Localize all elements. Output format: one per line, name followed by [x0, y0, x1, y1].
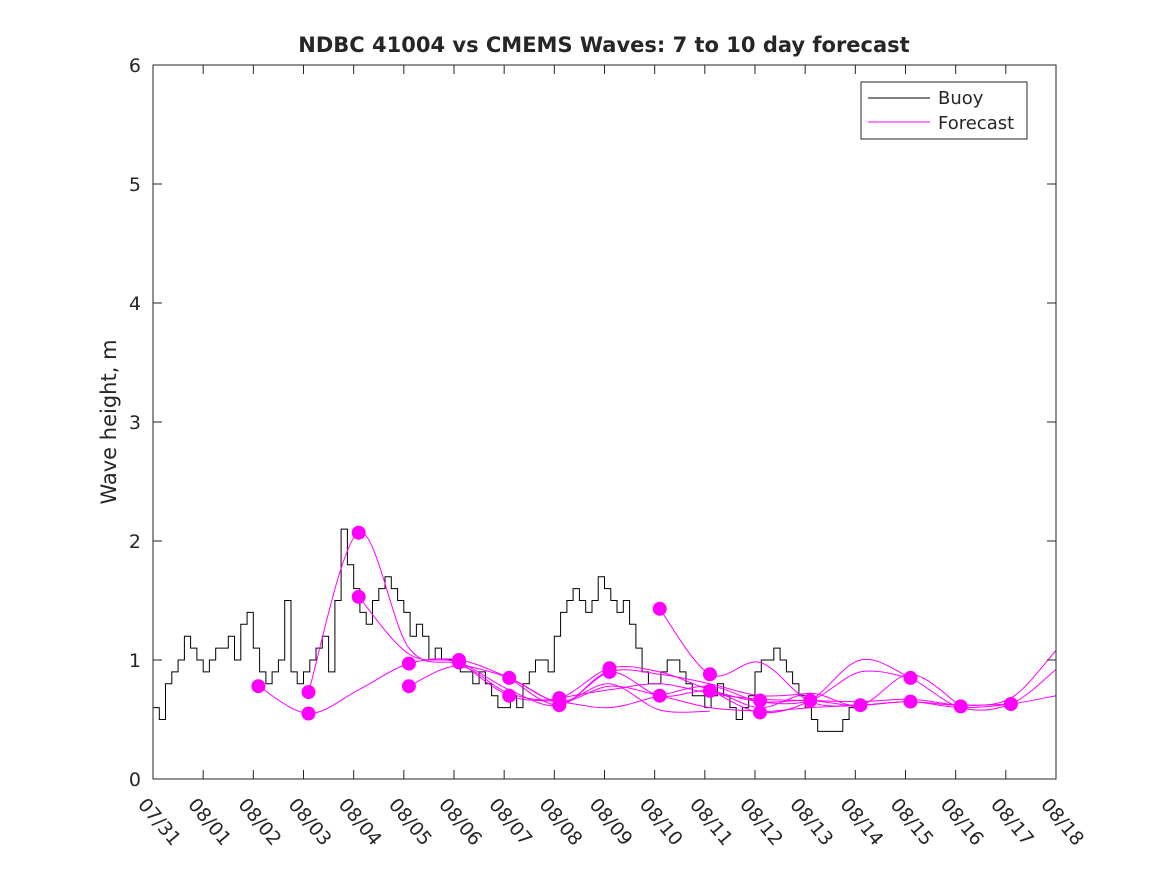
buoy-series-layer [153, 528, 862, 732]
y-tick-label: 0 [129, 769, 141, 791]
forecast-marker [301, 685, 316, 700]
legend-box [860, 81, 1028, 140]
forecast-marker [903, 670, 918, 685]
legend-label-buoy: Buoy [938, 88, 984, 109]
forecast-marker [702, 667, 717, 682]
forecast-line-7 [559, 683, 1011, 706]
buoy-line [153, 528, 862, 732]
forecast-line-5 [458, 660, 911, 709]
legend-label-forecast: Forecast [938, 113, 1014, 134]
y-tick-label: 6 [129, 55, 141, 77]
chart-title: NDBC 41004 vs CMEMS Waves: 7 to 10 day f… [298, 33, 909, 57]
forecast-marker [401, 679, 416, 694]
forecast-marker [1003, 697, 1018, 711]
forecast-marker [953, 699, 968, 714]
forecast-marker [301, 706, 316, 721]
y-tick-label: 2 [129, 531, 141, 553]
forecast-marker [753, 693, 767, 708]
forecast-marker [401, 656, 416, 671]
plot-area [153, 65, 1056, 779]
forecast-marker [652, 688, 667, 703]
forecast-marker [702, 683, 717, 698]
legend: Buoy Forecast [860, 81, 1028, 140]
forecast-marker [351, 589, 366, 604]
forecast-marker [452, 655, 466, 670]
forecast-marker [753, 705, 767, 720]
forecast-line-6 [508, 671, 961, 709]
forecast-marker [502, 688, 517, 703]
y-tick-label: 1 [129, 650, 141, 672]
forecast-marker [502, 670, 517, 685]
forecast-marker [552, 698, 567, 713]
y-tick-label: 4 [129, 293, 141, 315]
y-axis: 0 1 2 3 4 5 6 [129, 55, 1056, 791]
forecast-marker [803, 693, 818, 708]
y-tick-label: 3 [129, 412, 141, 434]
forecast-line-1 [258, 658, 710, 715]
forecast-marker [652, 601, 667, 616]
forecast-line-4 [408, 665, 861, 709]
forecast-marker [853, 698, 868, 713]
forecast-marker [602, 664, 617, 679]
y-tick-label: 5 [129, 174, 141, 196]
y-axis-label: Wave height, m [97, 339, 121, 504]
forecast-marker [251, 679, 266, 694]
forecast-marker-layer [251, 525, 1018, 721]
forecast-marker [903, 694, 918, 709]
forecast-marker [351, 525, 366, 540]
